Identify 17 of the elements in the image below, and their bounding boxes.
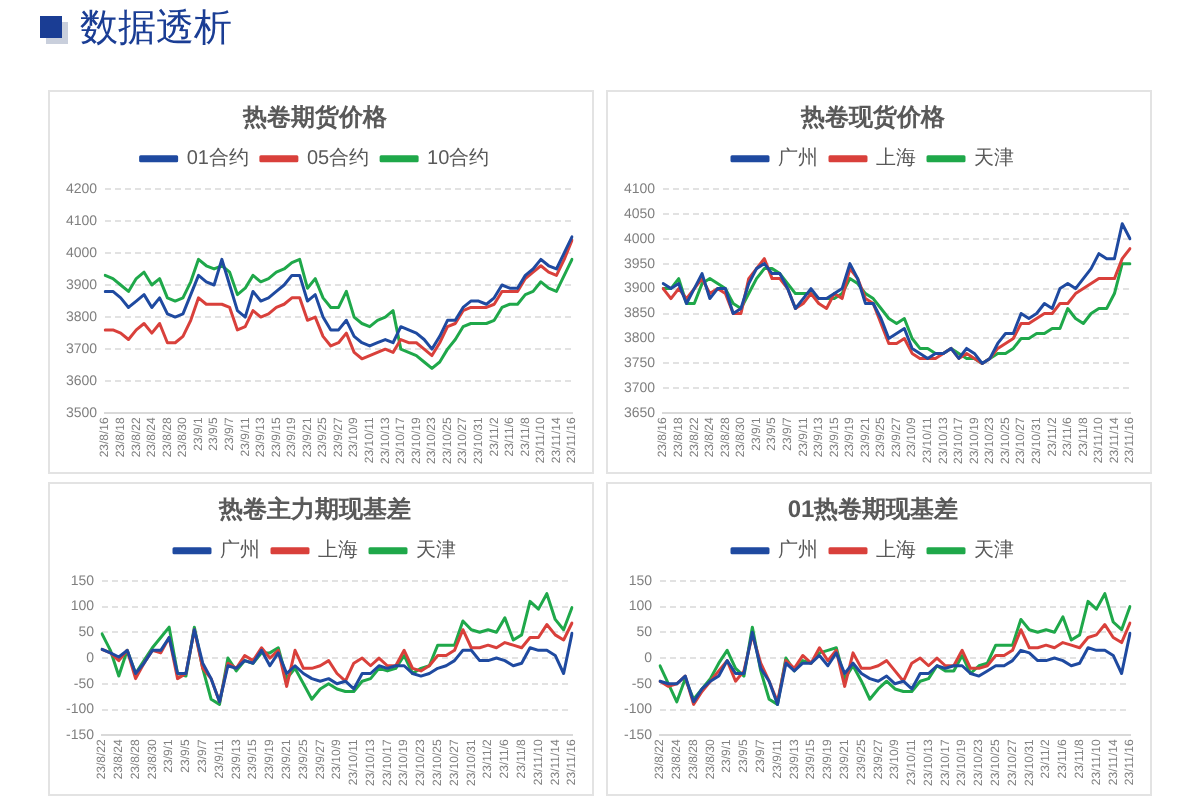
legend-label: 10合约 [427,146,490,171]
legend-label: 天津 [974,146,1014,171]
text: 数据透析 [80,6,232,54]
legend-label: 天津 [974,538,1014,563]
legend-label: 广州 [220,538,260,563]
legend-label: 广州 [778,146,818,171]
chart-title: 热卷主力期现基差 [217,495,411,524]
legend-label: 广州 [778,538,818,563]
chart-title: 热卷现货价格 [799,103,947,132]
legend-label: 上海 [876,538,916,563]
legend-label: 上海 [876,146,916,171]
chart-title: 热卷期货价格 [241,103,389,132]
legend-label: 05合约 [306,146,370,171]
legend-label: 01合约 [186,146,249,171]
legend-label: 上海 [318,538,358,563]
chart-title: 01热卷期现基差 [787,495,959,524]
legend-label: 天津 [416,538,456,563]
